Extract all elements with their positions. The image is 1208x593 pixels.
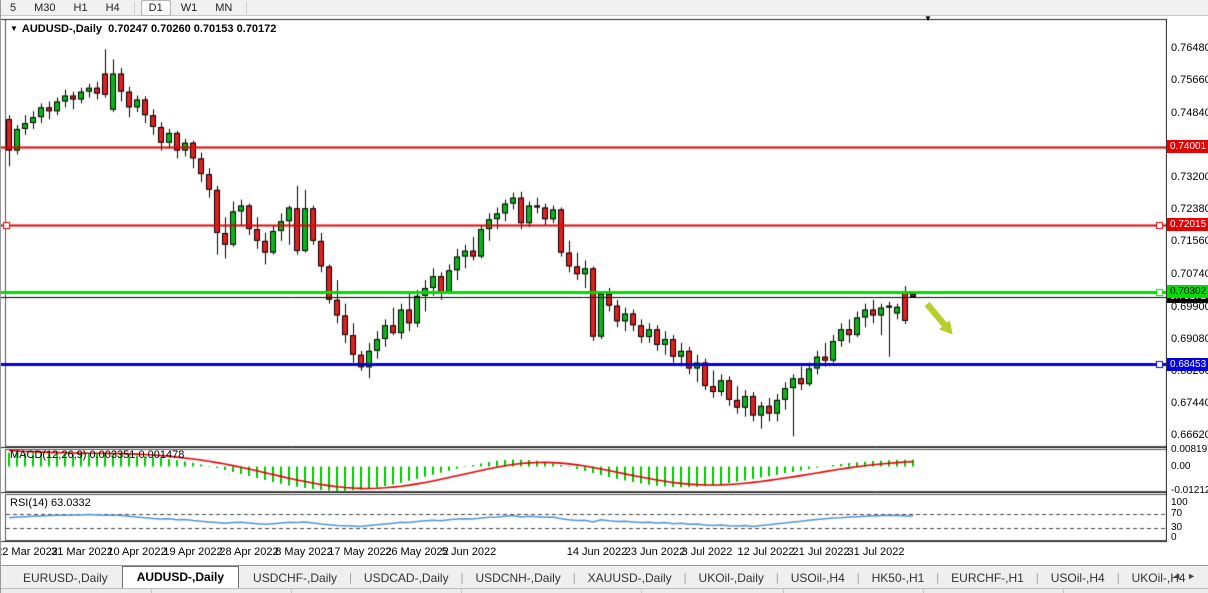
date-axis-label: 31 Mar 2022 [51, 546, 113, 558]
price-tick-label: 0.69080 [1171, 332, 1208, 345]
date-axis-label: 12 Jul 2022 [737, 546, 795, 558]
chart-window: ▼ AUDUSD-,Daily 0.70247 0.70260 0.70153 0… [0, 14, 1208, 565]
tab-separator: | [1035, 572, 1039, 584]
tab-scroll-arrows: ◄► [1172, 571, 1202, 581]
toolbar-separator [133, 1, 135, 14]
chart-symbol-label: AUDUSD-,Daily [21, 23, 102, 35]
tab-separator: | [775, 572, 779, 584]
tab-separator: | [856, 572, 860, 584]
timeframe-button-5[interactable]: 5 [10, 1, 17, 14]
tab-audusd-daily[interactable]: AUDUSD-,Daily [121, 566, 240, 588]
rsi-value: 63.0332 [50, 497, 91, 509]
timeframe-button-h1[interactable]: H1 [73, 1, 88, 14]
date-axis-label: 26 May 2022 [385, 546, 449, 558]
price-badge-0-72015: 0.72015 [1167, 218, 1208, 232]
status-bar-divider [1063, 589, 1064, 593]
tab-usdcad-daily[interactable]: USDCAD-,Daily [363, 571, 449, 585]
rsi-axis-label: 30 [1171, 521, 1183, 533]
tab-usdcnh-daily[interactable]: USDCNH-,Daily [475, 571, 561, 585]
macd-axis-label: 0.008197 [1171, 443, 1208, 455]
status-bar-divider [461, 589, 462, 593]
price-chart-canvas[interactable] [1, 17, 1167, 543]
tab-separator: | [683, 572, 687, 584]
price-tick-label: 0.75660 [1171, 74, 1208, 87]
timeframe-button-w1[interactable]: W1 [180, 1, 198, 14]
tab-separator: | [572, 572, 576, 584]
date-axis-label: 17 May 2022 [328, 546, 392, 558]
tab-usoil-h4[interactable]: USOil-,H4 [790, 571, 845, 585]
date-axis-label: 22 Mar 2022 [0, 546, 58, 558]
date-axis-label: 5 Jun 2022 [441, 546, 497, 558]
tab-separator: | [349, 572, 352, 584]
arrow-annotation[interactable] [921, 300, 965, 344]
tab-eurchf-h1[interactable]: EURCHF-,H1 [951, 571, 1024, 585]
timeframe-toolbar: 5 M30 H1 H4 D1 W1 MN [1, 0, 1208, 16]
date-axis-label: 10 Apr 2022 [107, 546, 167, 558]
price-badge-0-74001: 0.74001 [1167, 140, 1208, 154]
tab-usoil-h4[interactable]: USOil-,H4 [1050, 571, 1105, 585]
chart-title-row: ▼ AUDUSD-,Daily 0.70247 0.70260 0.70153 0… [10, 23, 276, 35]
macd-axis-label: -0.012121 [1171, 484, 1208, 496]
tab-hk50-h1[interactable]: HK50-,H1 [871, 571, 925, 585]
tab-usdchf-daily[interactable]: USDCHF-,Daily [253, 571, 338, 585]
tab-separator: | [460, 572, 464, 584]
price-tick-label: 0.74840 [1171, 106, 1208, 119]
date-axis-label: 19 Apr 2022 [163, 546, 223, 558]
date-axis-label: 21 Jul 2022 [792, 546, 850, 558]
macd-indicator-label: MACD(12,26,9) 0.003351 0.001478 [10, 449, 185, 461]
tab-scroll-right-button[interactable]: ► [1187, 571, 1202, 581]
status-bar-divider [641, 589, 642, 593]
macd-signal-value: 0.001478 [138, 449, 185, 461]
status-bar-divider [923, 589, 924, 593]
timeframe-button-mn[interactable]: MN [215, 1, 233, 14]
status-bar-divider [151, 589, 152, 593]
macd-axis-label: 0.00 [1171, 460, 1191, 472]
price-tick-label: 0.76480 [1171, 42, 1208, 55]
rsi-indicator-label: RSI(14) 63.0332 [10, 497, 91, 509]
date-axis-label: 3 Jul 2022 [681, 546, 733, 558]
date-axis-label: 8 May 2022 [275, 546, 333, 558]
price-tick-label: 0.66620 [1171, 429, 1208, 442]
toolbar-separator [246, 1, 248, 14]
tab-separator: | [1116, 572, 1120, 584]
timeframe-button-d1[interactable]: D1 [140, 0, 171, 16]
tab-xauusd-daily[interactable]: XAUUSD-,Daily [587, 571, 672, 585]
price-badge-0-70302: 0.70302 [1167, 285, 1208, 299]
tab-separator: | [936, 572, 940, 584]
date-axis-label: 23 Jun 2022 [624, 546, 686, 558]
tab-ukoil-daily[interactable]: UKOil-,Daily [698, 571, 764, 585]
timeframe-button-m30[interactable]: M30 [34, 1, 56, 14]
status-bar-divider [783, 589, 784, 593]
price-tick-label: 0.70740 [1171, 267, 1208, 280]
tab-scroll-left-button[interactable]: ◄ [1172, 571, 1188, 581]
date-axis-label: 14 Jun 2022 [566, 546, 628, 558]
symbol-tab-bar: EURUSD-,Daily AUDUSD-,Daily USDCHF-,Daily |… [1, 565, 1208, 588]
price-tick-label: 0.67440 [1171, 397, 1208, 410]
symbol-dropdown-icon[interactable]: ▼ [10, 24, 18, 33]
date-axis-label: 31 Jul 2022 [847, 546, 905, 558]
status-bar-divider [291, 589, 292, 593]
price-tick-label: 0.69900 [1171, 300, 1208, 313]
rsi-axis-label: 100 [1171, 497, 1188, 508]
tab-eurusd-daily[interactable]: EURUSD-,Daily [23, 571, 108, 585]
rsi-axis-label: 0 [1171, 532, 1177, 543]
date-axis-label: 28 Apr 2022 [219, 546, 279, 558]
rsi-axis-label: 70 [1171, 507, 1183, 519]
tab-ukoil-h4[interactable]: UKOil-,H4 [1131, 571, 1186, 585]
price-badge-0-68453: 0.68453 [1167, 357, 1208, 371]
chart-ohlc-readout: 0.70247 0.70260 0.70153 0.70172 [108, 23, 277, 35]
chart-shift-marker-icon: ▼ [924, 14, 932, 23]
macd-value: 0.003351 [89, 449, 136, 461]
price-tick-label: 0.72380 [1171, 203, 1208, 216]
price-tick-label: 0.73200 [1171, 171, 1208, 184]
timeframe-button-h4[interactable]: H4 [105, 1, 120, 14]
status-bar [1, 588, 1208, 593]
price-tick-label: 0.71560 [1171, 235, 1208, 248]
